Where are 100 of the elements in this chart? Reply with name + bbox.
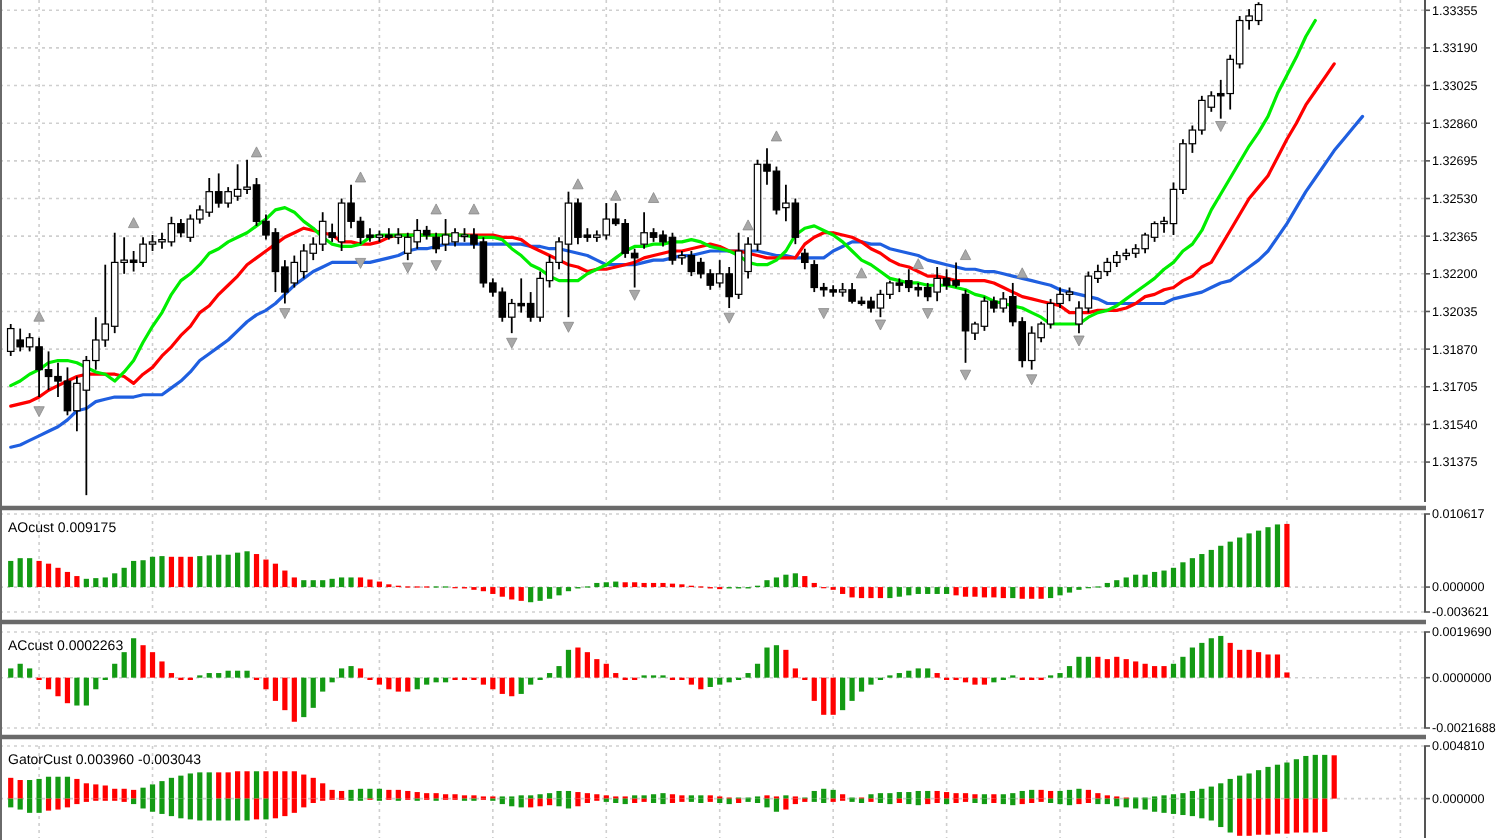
bar — [1133, 574, 1139, 588]
point — [1215, 121, 1227, 132]
bar — [83, 783, 89, 799]
bar — [1255, 530, 1262, 588]
bar — [112, 573, 118, 588]
bar — [783, 649, 789, 678]
bar — [1227, 642, 1233, 678]
bar — [1208, 638, 1214, 678]
bar — [1170, 798, 1177, 814]
point — [874, 319, 887, 331]
bar — [868, 587, 874, 599]
bar — [1161, 570, 1167, 588]
bar — [253, 771, 260, 799]
bar — [291, 677, 297, 722]
bar — [981, 677, 988, 685]
bar — [1019, 587, 1025, 599]
point — [770, 130, 783, 142]
bar — [1047, 790, 1054, 799]
bar — [1010, 587, 1016, 599]
point — [1073, 335, 1085, 347]
bar — [1284, 798, 1290, 834]
bar — [1189, 558, 1195, 588]
bar — [821, 677, 827, 715]
bar — [660, 798, 666, 805]
bar — [934, 790, 940, 799]
bar — [754, 663, 761, 678]
bar — [263, 677, 269, 690]
bar — [1104, 659, 1110, 678]
bar — [660, 793, 666, 799]
bar — [603, 582, 609, 588]
bar — [310, 777, 316, 799]
bar — [1151, 571, 1158, 588]
bar — [1265, 527, 1271, 588]
point — [959, 369, 972, 381]
bar — [1057, 790, 1063, 799]
bar — [1255, 770, 1262, 799]
bar — [253, 798, 260, 820]
bar — [55, 776, 61, 799]
bar — [301, 774, 307, 799]
bar — [244, 798, 250, 821]
bar — [906, 587, 912, 596]
bar — [811, 582, 817, 588]
bar — [1123, 577, 1129, 588]
bar — [27, 668, 33, 678]
bar — [528, 677, 534, 685]
bar — [348, 577, 354, 588]
bar — [1331, 755, 1337, 799]
bar — [840, 587, 846, 594]
point — [354, 258, 367, 269]
bar — [235, 771, 241, 799]
bar — [1066, 666, 1073, 678]
bar — [490, 587, 496, 594]
point — [562, 321, 575, 333]
bar — [320, 783, 326, 799]
bar — [112, 788, 118, 799]
bar — [225, 670, 231, 678]
bar — [301, 580, 307, 588]
bar — [244, 551, 250, 588]
bar — [1104, 582, 1110, 588]
point — [922, 308, 934, 320]
bar — [1161, 798, 1167, 813]
bar — [1142, 663, 1148, 678]
candlestick — [801, 247, 809, 271]
bar — [1199, 554, 1205, 588]
bar — [320, 580, 326, 588]
bar — [64, 571, 71, 588]
bar — [235, 670, 241, 678]
bar — [1274, 524, 1281, 588]
bar — [386, 677, 392, 690]
bar — [1303, 798, 1309, 833]
bar — [74, 778, 80, 799]
bar — [272, 677, 279, 701]
bar — [112, 663, 118, 678]
bar — [915, 790, 921, 799]
bar — [490, 677, 496, 690]
bar — [102, 785, 108, 799]
bar — [622, 582, 628, 588]
bar — [1255, 652, 1262, 678]
bar — [1284, 523, 1290, 588]
bar — [1170, 663, 1177, 678]
bar — [64, 677, 71, 704]
bar — [197, 556, 203, 588]
bar — [887, 793, 893, 799]
bar — [972, 677, 978, 685]
bar — [1029, 789, 1035, 799]
bar — [64, 776, 71, 799]
bar — [575, 792, 581, 799]
bar — [225, 798, 231, 821]
bar — [131, 638, 137, 678]
bar — [140, 560, 146, 588]
bar — [792, 668, 798, 678]
bar — [1019, 790, 1025, 799]
bar — [660, 582, 666, 588]
bar — [1293, 798, 1299, 833]
bar — [320, 677, 326, 692]
bar — [376, 788, 383, 799]
point — [647, 192, 660, 203]
bar — [811, 790, 817, 799]
bar — [17, 798, 23, 810]
bar — [1038, 789, 1044, 799]
